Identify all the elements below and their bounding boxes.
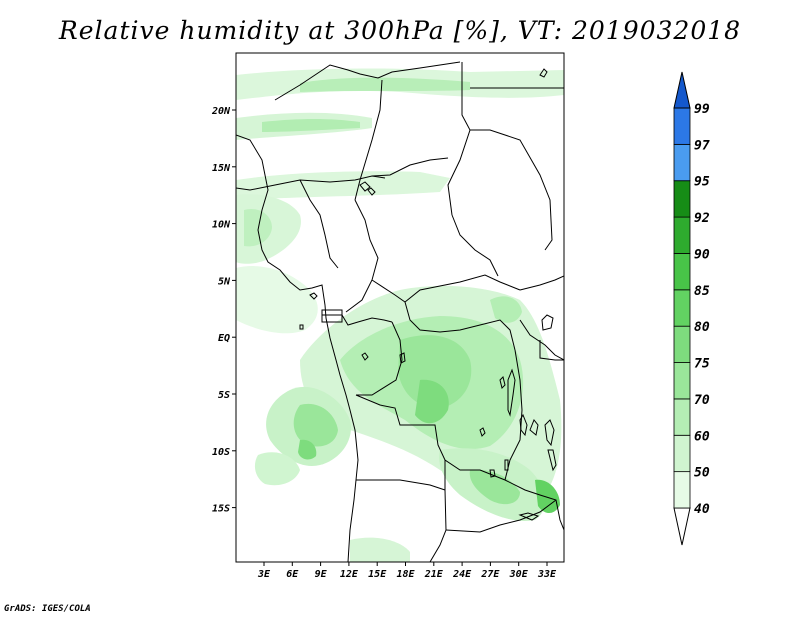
lat-tick-label: 10N: [212, 220, 231, 231]
colorbar-segment: [673, 362, 691, 400]
colorbar: 40 50 60 70 75 80 85 90 92 95 97 99: [673, 71, 710, 546]
colorbar-segment: [673, 289, 691, 327]
lat-tick-label: 15N: [212, 163, 231, 174]
lon-tick-label: 33E: [537, 569, 557, 580]
colorbar-segment: [673, 143, 691, 182]
lon-tick-label: 12E: [340, 569, 359, 580]
lat-tick-label: 5N: [218, 276, 231, 287]
colorbar-bottom-arrow: [673, 507, 691, 546]
colorbar-label: 80: [694, 320, 710, 335]
map-title: Relative humidity at 300hPa [%], VT: 201…: [58, 16, 742, 45]
colorbar-segment: [673, 471, 691, 509]
colorbar-top-arrow: [673, 71, 691, 109]
colorbar-label: 95: [694, 175, 710, 190]
colorbar-label: 92: [694, 211, 710, 226]
lon-tick-label: 30E: [509, 569, 529, 580]
colorbar-label: 60: [694, 429, 710, 444]
colorbar-segment: [673, 107, 691, 145]
lon-tick-label: 15E: [368, 569, 387, 580]
lat-tick-label: EQ: [218, 333, 230, 344]
colorbar-segment: [673, 398, 691, 436]
colorbar-label: 99: [694, 102, 710, 117]
lon-tick-label: 6E: [286, 569, 299, 580]
lon-tick-label: 21E: [424, 569, 444, 580]
lat-tick-label: 15S: [212, 504, 230, 515]
colorbar-label: 40: [694, 502, 710, 517]
credit-text: GrADS: IGES/COLA: [4, 604, 91, 614]
plot-frame: [235, 52, 565, 563]
colorbar-label: 97: [694, 138, 710, 153]
lon-tick-label: 27E: [480, 569, 500, 580]
colorbar-label: 90: [694, 247, 710, 262]
colorbar-label: 75: [694, 357, 710, 372]
colorbar-label: 50: [694, 466, 710, 481]
colorbar-segment: [673, 216, 691, 254]
lat-axis: 20N 15N 10N 5N EQ 5S 10S 15S: [211, 106, 236, 515]
lon-tick-label: 24E: [452, 569, 472, 580]
lon-tick-label: 9E: [315, 569, 328, 580]
colorbar-segment: [673, 253, 691, 291]
colorbar-label: 85: [694, 284, 710, 299]
colorbar-label: 70: [694, 393, 710, 408]
country-borders: [236, 61, 564, 562]
lon-tick-label: 3E: [257, 569, 271, 580]
lat-tick-label: 10S: [212, 447, 230, 458]
lon-axis: 3E 6E 9E 12E 15E 18E 21E 24E 27E 30E 33E: [257, 562, 557, 580]
colorbar-segment: [673, 325, 691, 363]
colorbar-segment: [673, 434, 691, 473]
humidity-shading: [236, 68, 564, 562]
lat-tick-label: 20N: [211, 106, 231, 117]
colorbar-segment: [673, 180, 691, 218]
lon-tick-label: 18E: [396, 569, 415, 580]
lat-tick-label: 5S: [218, 390, 230, 401]
